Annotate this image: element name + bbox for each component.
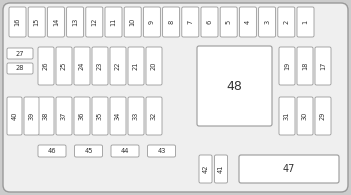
FancyBboxPatch shape	[128, 47, 144, 85]
Text: 38: 38	[43, 112, 49, 120]
Text: 4: 4	[245, 20, 251, 24]
FancyBboxPatch shape	[47, 7, 64, 37]
Text: 27: 27	[16, 51, 24, 57]
FancyBboxPatch shape	[163, 7, 180, 37]
FancyBboxPatch shape	[3, 3, 348, 192]
Text: 37: 37	[61, 112, 67, 120]
FancyBboxPatch shape	[197, 46, 272, 126]
FancyBboxPatch shape	[279, 97, 295, 135]
FancyBboxPatch shape	[239, 155, 339, 183]
FancyBboxPatch shape	[278, 7, 295, 37]
Text: 39: 39	[28, 112, 34, 120]
FancyBboxPatch shape	[38, 145, 66, 157]
Text: 40: 40	[12, 112, 18, 120]
FancyBboxPatch shape	[147, 145, 176, 157]
FancyBboxPatch shape	[315, 47, 331, 85]
FancyBboxPatch shape	[7, 97, 22, 135]
FancyBboxPatch shape	[239, 7, 256, 37]
FancyBboxPatch shape	[199, 155, 212, 183]
FancyBboxPatch shape	[86, 7, 103, 37]
FancyBboxPatch shape	[214, 155, 227, 183]
Text: 42: 42	[203, 165, 208, 173]
FancyBboxPatch shape	[297, 7, 314, 37]
Text: 11: 11	[111, 18, 117, 26]
Text: 16: 16	[14, 18, 20, 26]
FancyBboxPatch shape	[144, 7, 160, 37]
Text: 22: 22	[115, 62, 121, 70]
FancyBboxPatch shape	[124, 7, 141, 37]
Text: 36: 36	[79, 112, 85, 120]
FancyBboxPatch shape	[146, 47, 162, 85]
FancyBboxPatch shape	[92, 47, 108, 85]
FancyBboxPatch shape	[67, 7, 84, 37]
FancyBboxPatch shape	[7, 48, 33, 59]
Text: 7: 7	[187, 20, 193, 24]
FancyBboxPatch shape	[38, 47, 54, 85]
FancyBboxPatch shape	[28, 7, 45, 37]
Text: 45: 45	[84, 148, 93, 154]
Text: 2: 2	[283, 20, 289, 24]
Text: 5: 5	[226, 20, 232, 24]
Text: 19: 19	[284, 62, 290, 70]
Text: 17: 17	[320, 62, 326, 70]
FancyBboxPatch shape	[7, 63, 33, 74]
FancyBboxPatch shape	[56, 47, 72, 85]
FancyBboxPatch shape	[315, 97, 331, 135]
Text: 33: 33	[133, 112, 139, 120]
Text: 46: 46	[48, 148, 56, 154]
FancyBboxPatch shape	[297, 97, 313, 135]
Text: 3: 3	[264, 20, 270, 24]
FancyBboxPatch shape	[38, 97, 54, 135]
FancyBboxPatch shape	[297, 47, 313, 85]
Text: 44: 44	[121, 148, 129, 154]
FancyBboxPatch shape	[111, 145, 139, 157]
Text: 43: 43	[157, 148, 166, 154]
FancyBboxPatch shape	[74, 145, 102, 157]
FancyBboxPatch shape	[259, 7, 276, 37]
FancyBboxPatch shape	[24, 97, 39, 135]
Text: 35: 35	[97, 112, 103, 120]
FancyBboxPatch shape	[146, 97, 162, 135]
Text: 41: 41	[218, 165, 224, 173]
Text: 34: 34	[115, 112, 121, 120]
Text: 30: 30	[302, 112, 308, 120]
Text: 26: 26	[43, 62, 49, 70]
Text: 10: 10	[130, 18, 136, 26]
FancyBboxPatch shape	[105, 7, 122, 37]
Text: 20: 20	[151, 62, 157, 70]
Text: 31: 31	[284, 112, 290, 120]
FancyBboxPatch shape	[279, 47, 295, 85]
Text: 47: 47	[283, 164, 295, 174]
FancyBboxPatch shape	[9, 7, 26, 37]
FancyBboxPatch shape	[128, 97, 144, 135]
FancyBboxPatch shape	[110, 47, 126, 85]
Text: 15: 15	[34, 18, 40, 26]
Text: 48: 48	[226, 80, 243, 92]
Text: 13: 13	[72, 18, 78, 26]
FancyBboxPatch shape	[56, 97, 72, 135]
FancyBboxPatch shape	[110, 97, 126, 135]
FancyBboxPatch shape	[92, 97, 108, 135]
Text: 12: 12	[91, 18, 97, 26]
Text: 8: 8	[168, 20, 174, 24]
Text: 9: 9	[149, 20, 155, 24]
Text: 25: 25	[61, 62, 67, 70]
FancyBboxPatch shape	[201, 7, 218, 37]
FancyBboxPatch shape	[220, 7, 237, 37]
Text: 14: 14	[53, 18, 59, 26]
FancyBboxPatch shape	[182, 7, 199, 37]
FancyBboxPatch shape	[74, 97, 90, 135]
Text: 29: 29	[320, 112, 326, 120]
Text: 24: 24	[79, 62, 85, 70]
Text: 18: 18	[302, 62, 308, 70]
Text: 21: 21	[133, 62, 139, 70]
Text: 6: 6	[206, 20, 212, 24]
Text: 1: 1	[303, 20, 309, 24]
Text: 32: 32	[151, 112, 157, 120]
Text: 28: 28	[16, 66, 24, 72]
Text: 23: 23	[97, 62, 103, 70]
FancyBboxPatch shape	[74, 47, 90, 85]
